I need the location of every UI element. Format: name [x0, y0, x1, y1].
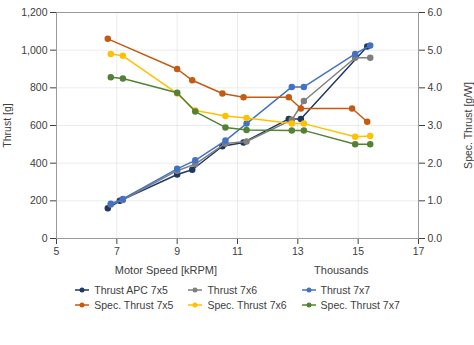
- svg-text:15: 15: [352, 245, 364, 257]
- svg-text:13: 13: [292, 245, 304, 257]
- svg-text:Spec. Thrust [g/W]: Spec. Thrust [g/W]: [462, 82, 474, 169]
- svg-text:200: 200: [30, 194, 48, 206]
- svg-text:4.0: 4.0: [428, 81, 443, 93]
- svg-text:1,000: 1,000: [21, 44, 47, 56]
- svg-text:6.0: 6.0: [428, 6, 443, 18]
- svg-text:11: 11: [232, 245, 243, 257]
- html-text:Thrust 7x7: Thrust 7x7: [320, 284, 371, 296]
- html-text:Thrust 7x6: Thrust 7x6: [207, 284, 257, 296]
- svg-text:9: 9: [174, 245, 180, 257]
- svg-text:0: 0: [42, 232, 48, 244]
- html-text:Thrust APC 7x5: Thrust APC 7x5: [94, 284, 168, 296]
- html-text:Motor Speed [kRPM]: Motor Speed [kRPM]: [114, 264, 217, 276]
- html-text:Spec. Thrust 7x5: Spec. Thrust 7x5: [94, 299, 174, 311]
- svg-text:1.0: 1.0: [428, 194, 443, 206]
- html-text:Thousands: Thousands: [314, 264, 369, 276]
- html-text:Spec. Thrust 7x6: Spec. Thrust 7x6: [207, 299, 287, 311]
- svg-text:3.0: 3.0: [428, 119, 443, 131]
- svg-text:7: 7: [114, 245, 120, 257]
- svg-text:400: 400: [30, 157, 48, 169]
- svg-text:5: 5: [54, 245, 60, 257]
- svg-text:1,200: 1,200: [21, 6, 47, 18]
- svg-text:600: 600: [30, 119, 48, 131]
- html-text:Spec. Thrust 7x7: Spec. Thrust 7x7: [320, 299, 400, 311]
- svg-text:0.0: 0.0: [428, 232, 443, 244]
- svg-text:800: 800: [30, 81, 48, 93]
- svg-text:Thrust [g]: Thrust [g]: [1, 103, 13, 147]
- svg-text:17: 17: [413, 245, 425, 257]
- svg-text:5.0: 5.0: [428, 44, 443, 56]
- svg-text:2.0: 2.0: [428, 157, 443, 169]
